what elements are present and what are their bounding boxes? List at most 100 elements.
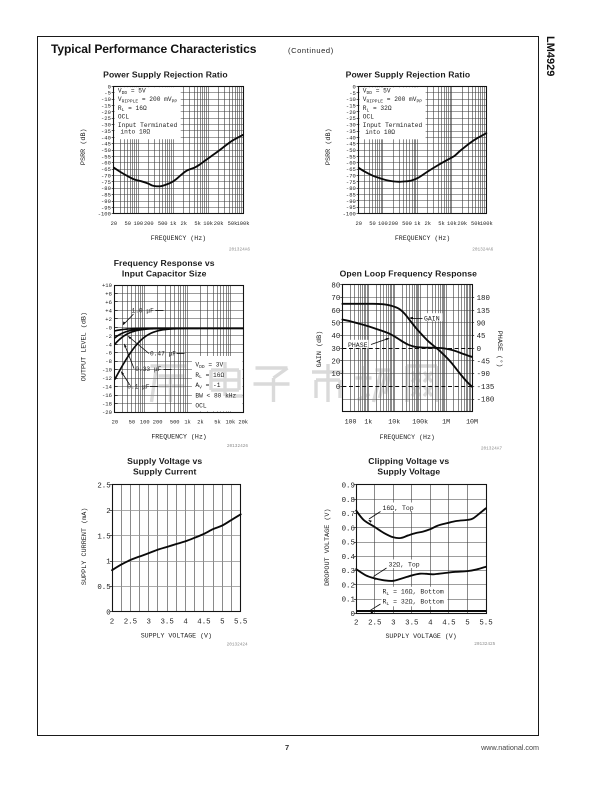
svg-text:0: 0	[106, 609, 110, 617]
svg-text:-20: -20	[101, 109, 111, 116]
svg-text:0.1: 0.1	[342, 597, 356, 605]
svg-text:-80: -80	[346, 185, 356, 192]
svg-text:PHASE: PHASE	[348, 342, 368, 349]
svg-text:80: 80	[331, 282, 340, 290]
svg-text:2.5: 2.5	[368, 619, 381, 627]
svg-text:201324A7: 201324A7	[481, 446, 502, 451]
svg-text:+4: +4	[105, 307, 112, 314]
svg-text:-30: -30	[101, 122, 111, 129]
svg-text:1M: 1M	[442, 418, 450, 425]
svg-text:200: 200	[153, 419, 163, 425]
svg-text:-20: -20	[102, 409, 112, 416]
svg-text:-25: -25	[101, 115, 111, 122]
svg-text:20: 20	[356, 221, 362, 227]
svg-text:10M: 10M	[466, 418, 478, 425]
svg-text:100k: 100k	[237, 221, 250, 227]
svg-text:0: 0	[108, 83, 111, 90]
svg-text:-5: -5	[104, 90, 111, 97]
svg-text:-12: -12	[102, 375, 112, 382]
svg-text:50k: 50k	[228, 221, 238, 227]
svg-text:-45: -45	[346, 141, 356, 148]
svg-text:+6: +6	[105, 299, 112, 306]
svg-text:PSRR (dB): PSRR (dB)	[80, 128, 88, 165]
svg-text:2: 2	[354, 619, 358, 627]
svg-text:5.5: 5.5	[234, 619, 247, 627]
svg-text:500: 500	[170, 419, 180, 425]
svg-text:20132426: 20132426	[227, 444, 248, 449]
svg-text:2k: 2k	[424, 221, 430, 227]
svg-text:DROPOUT VOLTAGE (V): DROPOUT VOLTAGE (V)	[324, 508, 332, 586]
svg-text:20132424: 20132424	[227, 643, 248, 648]
svg-text:50: 50	[129, 419, 135, 425]
svg-text:-5: -5	[349, 90, 356, 97]
svg-text:-95: -95	[101, 204, 111, 211]
svg-text:40: 40	[331, 333, 340, 341]
svg-text:-15: -15	[101, 102, 111, 109]
svg-text:-10: -10	[346, 96, 356, 103]
svg-text:-15: -15	[346, 102, 356, 109]
svg-text:90: 90	[477, 320, 486, 328]
svg-text:100k: 100k	[412, 418, 428, 425]
svg-text:50: 50	[369, 221, 375, 227]
svg-text:0.5: 0.5	[342, 540, 355, 548]
svg-text:201324A6: 201324A6	[229, 247, 250, 252]
svg-text:-60: -60	[101, 160, 111, 167]
svg-text:-6: -6	[105, 350, 112, 357]
svg-text:-65: -65	[101, 166, 111, 173]
svg-text:45: 45	[477, 333, 486, 341]
svg-text:FREQUENCY (Hz): FREQUENCY (Hz)	[151, 433, 206, 440]
svg-text:1k: 1k	[184, 419, 190, 425]
svg-text:OCL: OCL	[195, 403, 206, 410]
svg-text:2k: 2k	[197, 419, 203, 425]
svg-text:60: 60	[331, 308, 340, 316]
svg-text:5k: 5k	[438, 221, 444, 227]
svg-text:-14: -14	[102, 384, 113, 391]
svg-text:5k: 5k	[194, 221, 200, 227]
svg-text:20k: 20k	[457, 221, 467, 227]
svg-text:GAIN: GAIN	[424, 316, 440, 323]
svg-text:VRIPPLE = 200 mVPP: VRIPPLE = 200 mVPP	[363, 96, 422, 104]
svg-text:RL = 16Ω, Bottom: RL = 16Ω, Bottom	[383, 589, 444, 597]
svg-text:10k: 10k	[203, 221, 213, 227]
svg-text:4: 4	[428, 619, 433, 627]
svg-text:OCL: OCL	[363, 114, 374, 121]
svg-text:2: 2	[110, 619, 114, 627]
svg-text:VRIPPLE = 200 mVPP: VRIPPLE = 200 mVPP	[118, 96, 177, 104]
svg-text:Power Supply Rejection Ratio: Power Supply Rejection Ratio	[103, 69, 228, 79]
svg-text:1.5: 1.5	[97, 533, 110, 541]
svg-text:2k: 2k	[180, 221, 186, 227]
svg-text:4: 4	[183, 619, 188, 627]
svg-text:FREQUENCY (Hz): FREQUENCY (Hz)	[379, 434, 434, 441]
svg-text:-100: -100	[343, 211, 356, 218]
svg-text:180: 180	[477, 295, 490, 303]
svg-text:VDD = 5V: VDD = 5V	[363, 88, 391, 96]
svg-text:-0: -0	[105, 324, 112, 331]
svg-text:16Ω, Top: 16Ω, Top	[383, 505, 414, 512]
svg-text:-75: -75	[101, 179, 111, 186]
svg-text:1k: 1k	[170, 221, 176, 227]
svg-text:+10: +10	[102, 282, 112, 289]
svg-text:50: 50	[331, 320, 340, 328]
svg-text:1: 1	[106, 559, 111, 567]
svg-text:-65: -65	[346, 166, 356, 173]
svg-text:0: 0	[352, 83, 355, 90]
svg-text:+8: +8	[105, 290, 112, 297]
svg-text:20: 20	[331, 359, 340, 367]
svg-text:-70: -70	[101, 172, 111, 179]
svg-text:-85: -85	[346, 192, 356, 199]
svg-text:Input Terminated: Input Terminated	[118, 122, 178, 129]
svg-text:100k: 100k	[480, 221, 493, 227]
svg-text:-50: -50	[346, 147, 356, 154]
svg-text:3.5: 3.5	[405, 619, 418, 627]
svg-text:SUPPLY VOLTAGE (V): SUPPLY VOLTAGE (V)	[141, 633, 212, 640]
svg-text:-30: -30	[346, 122, 356, 129]
svg-text:20: 20	[111, 221, 117, 227]
svg-text:-40: -40	[346, 134, 356, 141]
svg-text:20: 20	[112, 419, 118, 425]
svg-text:20k: 20k	[238, 419, 248, 425]
svg-text:50k: 50k	[471, 221, 481, 227]
svg-text:-50: -50	[101, 147, 111, 154]
svg-text:-95: -95	[346, 204, 356, 211]
svg-text:SUPPLY VOLTAGE (V): SUPPLY VOLTAGE (V)	[385, 633, 456, 640]
svg-text:-135: -135	[477, 384, 495, 392]
